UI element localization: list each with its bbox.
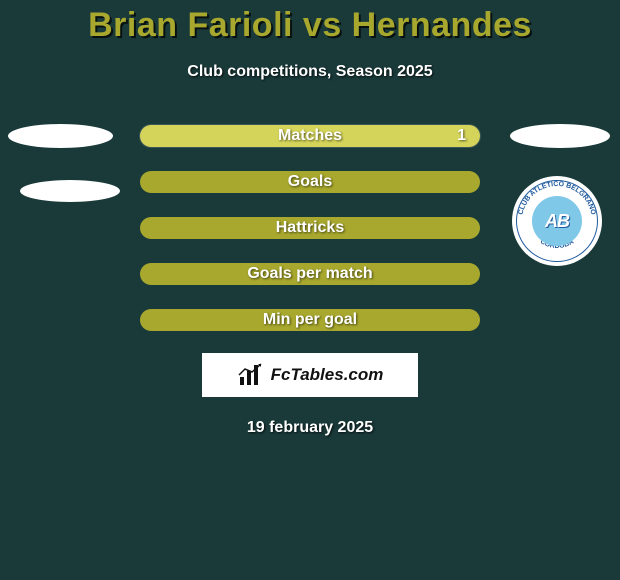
stat-bar-goals-per-match: Goals per match — [140, 263, 480, 285]
page-title: Brian Farioli vs Hernandes — [0, 0, 620, 45]
crest-monogram: AB — [545, 211, 569, 232]
stat-value-right: 1 — [457, 127, 466, 145]
stat-label: Goals per match — [247, 265, 372, 283]
stat-bar-matches: Matches 1 — [140, 125, 480, 147]
stat-label: Min per goal — [263, 311, 357, 329]
page-subtitle: Club competitions, Season 2025 — [0, 63, 620, 81]
brand-text: FcTables.com — [271, 365, 384, 385]
club-crest: CLUB ATLETICO BELGRANO CORDOBA AB — [512, 176, 602, 266]
stat-bar-goals: Goals — [140, 171, 480, 193]
brand-box[interactable]: FcTables.com — [202, 353, 418, 397]
brand-chart-icon — [237, 363, 265, 387]
stat-bar-hattricks: Hattricks — [140, 217, 480, 239]
stat-bar-min-per-goal: Min per goal — [140, 309, 480, 331]
stat-label: Matches — [278, 127, 342, 145]
stat-label: Goals — [288, 173, 332, 191]
right-decor-ellipse-1 — [510, 124, 610, 148]
left-decor-ellipse-2 — [20, 180, 120, 202]
left-decor-ellipse-1 — [8, 124, 113, 148]
date-line: 19 february 2025 — [0, 419, 620, 437]
stat-label: Hattricks — [276, 219, 344, 237]
